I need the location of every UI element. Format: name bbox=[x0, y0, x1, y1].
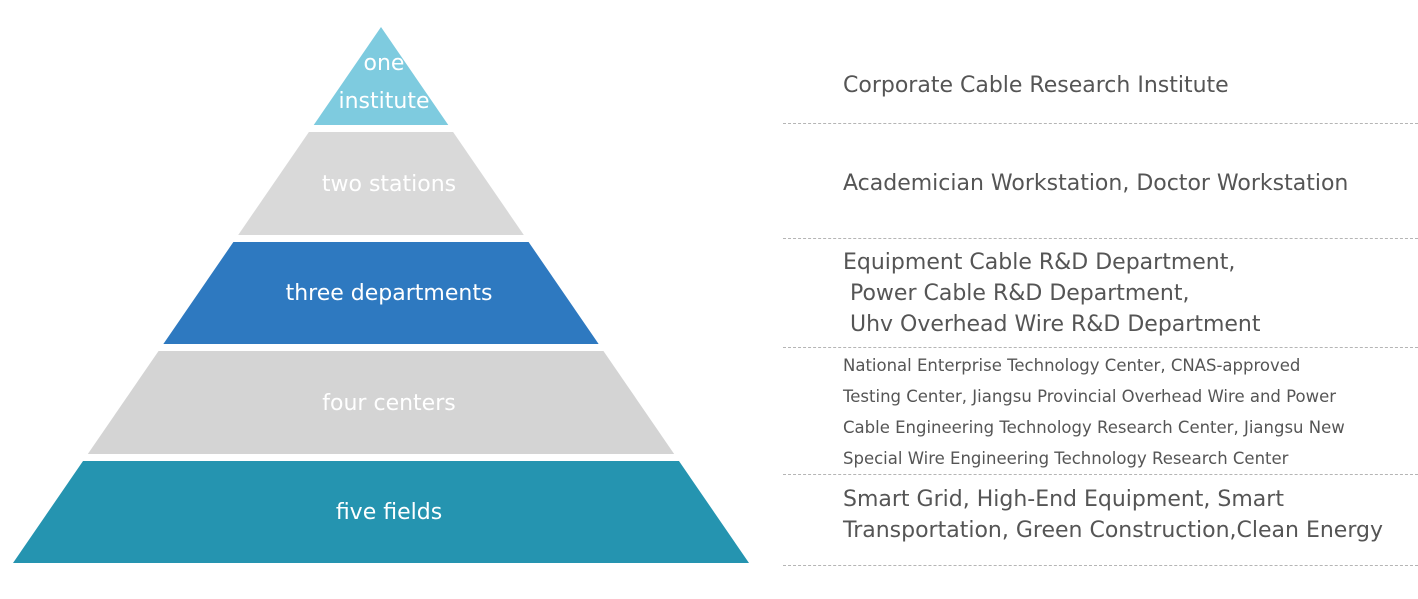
dashed-divider bbox=[783, 123, 1418, 124]
tier-description: National Enterprise Technology Center, C… bbox=[843, 356, 1301, 375]
tier-label: five fields bbox=[336, 494, 442, 532]
pyramid-tier-2 bbox=[238, 132, 524, 235]
pyramid-tier-3 bbox=[163, 242, 599, 344]
tier-label-line: five fields bbox=[335, 500, 443, 525]
pyramid-tier-4 bbox=[87, 351, 675, 454]
tier-label: one institute bbox=[339, 45, 430, 121]
pyramid-tier-5 bbox=[13, 461, 749, 563]
tier-label: three departments bbox=[286, 275, 493, 313]
tier-description: Academician Workstation, Doctor Workstat… bbox=[843, 171, 1349, 196]
tier-label-line: two stations bbox=[321, 171, 457, 197]
tier-description: Equipment Cable R&D Department, bbox=[843, 250, 1236, 275]
tier-label: two stations bbox=[322, 166, 456, 204]
pyramid-tier-1 bbox=[313, 27, 449, 125]
tier-label-line: institute bbox=[338, 89, 430, 114]
tier-label-line: one bbox=[363, 51, 405, 76]
dashed-divider bbox=[783, 347, 1418, 348]
tier-label-line: four centers bbox=[322, 390, 456, 416]
tier-label-line: three departments bbox=[285, 281, 493, 306]
dashed-divider bbox=[783, 474, 1418, 475]
tier-description: Cable Engineering Technology Research Ce… bbox=[843, 418, 1345, 437]
tier-description: Power Cable R&D Department, bbox=[843, 281, 1190, 306]
pyramid bbox=[13, 27, 749, 563]
tier-description: Uhv Overhead Wire R&D Department bbox=[843, 312, 1261, 337]
tier-description: Transportation, Green Construction,Clean… bbox=[843, 518, 1383, 543]
tier-description: Corporate Cable Research Institute bbox=[843, 73, 1229, 98]
dashed-divider bbox=[783, 238, 1418, 239]
dashed-divider bbox=[783, 565, 1418, 566]
tier-description: Smart Grid, High-End Equipment, Smart bbox=[843, 487, 1284, 512]
tier-label: four centers bbox=[322, 385, 455, 423]
tier-description: Testing Center, Jiangsu Provincial Overh… bbox=[843, 387, 1337, 406]
tier-description: Special Wire Engineering Technology Rese… bbox=[843, 449, 1289, 468]
